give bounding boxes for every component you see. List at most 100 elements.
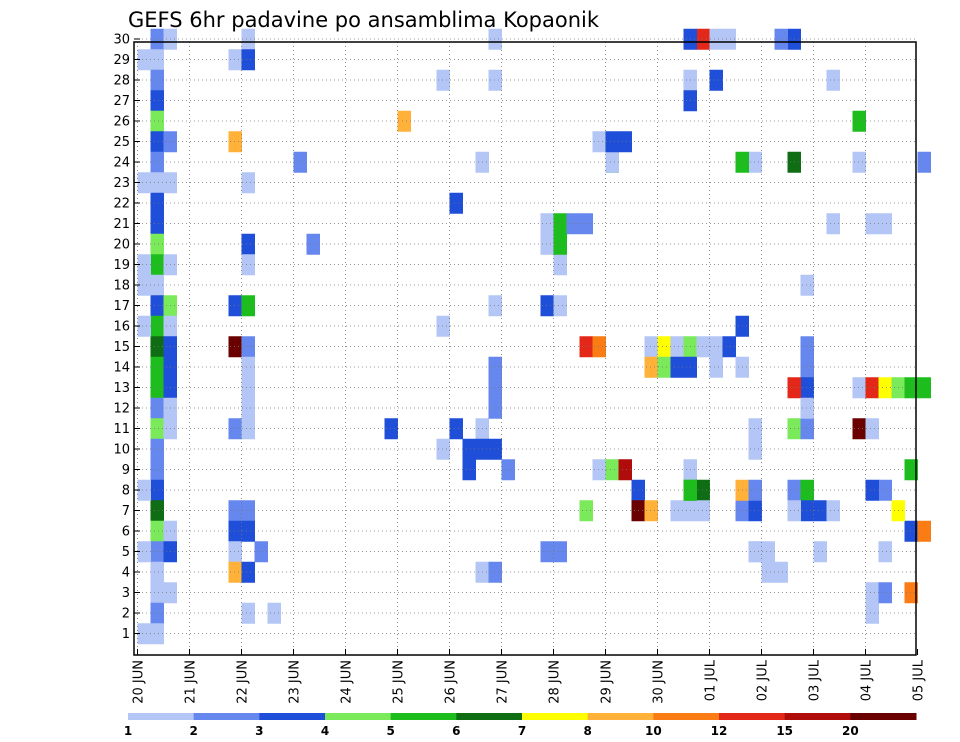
heatmap-cell xyxy=(774,561,788,583)
heatmap-cell xyxy=(904,520,918,542)
heatmap-cell xyxy=(228,418,242,440)
heatmap-cell xyxy=(137,315,151,337)
heatmap-cell xyxy=(241,295,255,317)
x-tick-label: 20 JUN xyxy=(132,660,147,704)
heatmap-cell xyxy=(228,500,242,522)
heatmap-cell xyxy=(852,110,866,132)
heatmap-cell xyxy=(150,213,164,235)
heatmap-cell xyxy=(150,520,164,542)
colorbar-label: 7 xyxy=(518,724,526,738)
y-tick-label: 4 xyxy=(122,566,130,581)
heatmap-cell xyxy=(904,377,918,399)
x-tick-label: 25 JUN xyxy=(392,660,407,704)
heatmap-cell xyxy=(865,479,879,501)
heatmap-cell xyxy=(878,377,892,399)
x-axis: 20 JUN 21 JUN 22 JUN 23 JUN 24 JUN 25 JUN 26 J… xyxy=(132,649,927,704)
y-tick-label: 28 xyxy=(113,74,130,89)
x-tick-label: 26 JUN xyxy=(444,660,459,704)
heatmap-cell xyxy=(800,356,814,378)
colorbar-segment xyxy=(719,713,786,720)
colorbar-label: 15 xyxy=(776,724,793,738)
y-tick-label: 6 xyxy=(122,525,130,540)
heatmap-cell xyxy=(150,90,164,112)
colorbar-label: 1 xyxy=(124,724,132,738)
heatmap-cell xyxy=(709,69,723,91)
y-tick-label: 20 xyxy=(113,238,130,253)
heatmap-cell xyxy=(917,520,931,542)
y-tick-label: 22 xyxy=(113,197,130,212)
heatmap-cell xyxy=(696,479,710,501)
y-tick-label: 27 xyxy=(113,94,130,109)
heatmap-cell xyxy=(748,151,762,173)
heatmap-cell xyxy=(826,500,840,522)
heatmap-cell xyxy=(449,192,463,214)
heatmap-cell xyxy=(241,602,255,624)
heatmap-cell xyxy=(670,336,684,358)
colorbar-segment xyxy=(522,713,589,720)
heatmap-cell xyxy=(618,131,632,153)
heatmap-cell xyxy=(553,295,567,317)
heatmap-cell xyxy=(592,131,606,153)
heatmap-cell xyxy=(488,28,502,50)
colorbar-label: 2 xyxy=(189,724,197,738)
heatmap-cell xyxy=(228,49,242,71)
heatmap-cell xyxy=(865,418,879,440)
colorbar-segment xyxy=(193,713,260,720)
y-tick-label: 21 xyxy=(113,217,130,232)
heatmap-cell xyxy=(150,418,164,440)
heatmap-cell xyxy=(150,172,164,194)
heatmap-cell xyxy=(488,438,502,460)
heatmap-cell xyxy=(644,336,658,358)
heatmap-cell xyxy=(228,336,242,358)
y-tick-label: 18 xyxy=(113,279,130,294)
y-tick-label: 17 xyxy=(113,299,130,314)
colorbar-label: 3 xyxy=(255,724,263,738)
x-tick-label: 03 JUL xyxy=(808,659,823,701)
heatmap-cell xyxy=(241,49,255,71)
x-tick-label: 02 JUL xyxy=(756,659,771,701)
heatmap-cell xyxy=(657,356,671,378)
heatmap-cell xyxy=(722,336,736,358)
heatmap-cell xyxy=(241,28,255,50)
heatmap-cell xyxy=(800,274,814,296)
heatmap-cell xyxy=(306,233,320,255)
heatmap-cell xyxy=(137,49,151,71)
heatmap-cell xyxy=(241,418,255,440)
y-tick-label: 26 xyxy=(113,115,130,130)
heatmap-cell xyxy=(657,336,671,358)
heatmap-cell xyxy=(813,500,827,522)
y-tick-label: 25 xyxy=(113,135,130,150)
colorbar-segment xyxy=(259,713,326,720)
colorbar-segment xyxy=(784,713,851,720)
heatmap-cell xyxy=(436,315,450,337)
heatmap-cell xyxy=(813,541,827,563)
heatmap-cell xyxy=(917,151,931,173)
y-tick-label: 19 xyxy=(113,258,130,273)
colorbar-label: 4 xyxy=(321,724,329,738)
heatmap-cell xyxy=(228,520,242,542)
heatmap-cell xyxy=(241,397,255,419)
colorbar: 1 2 3 4 5 6 7 8 10 12 15 20 xyxy=(124,713,917,738)
heatmap-cell xyxy=(748,500,762,522)
heatmap-cell xyxy=(800,479,814,501)
heatmap-cell xyxy=(540,295,554,317)
y-tick-label: 13 xyxy=(113,381,130,396)
colorbar-label: 8 xyxy=(583,724,591,738)
heatmap-cell xyxy=(904,582,918,604)
colorbar-label: 12 xyxy=(711,724,728,738)
y-tick-label: 7 xyxy=(122,504,130,519)
heatmap-cell xyxy=(865,377,879,399)
colorbar-segment xyxy=(128,713,195,720)
heatmap-cell xyxy=(150,377,164,399)
heatmap-cell xyxy=(761,541,775,563)
heatmap-cell xyxy=(241,172,255,194)
heatmap-cell xyxy=(917,377,931,399)
colorbar-segment xyxy=(390,713,457,720)
heatmap-cell xyxy=(241,336,255,358)
heatmap-cell xyxy=(748,541,762,563)
heatmap-cell xyxy=(241,520,255,542)
heatmap-cell xyxy=(878,541,892,563)
x-tick-label: 29 JUN xyxy=(600,660,615,704)
x-tick-label: 01 JUL xyxy=(704,659,719,701)
heatmap-cell xyxy=(605,131,619,153)
